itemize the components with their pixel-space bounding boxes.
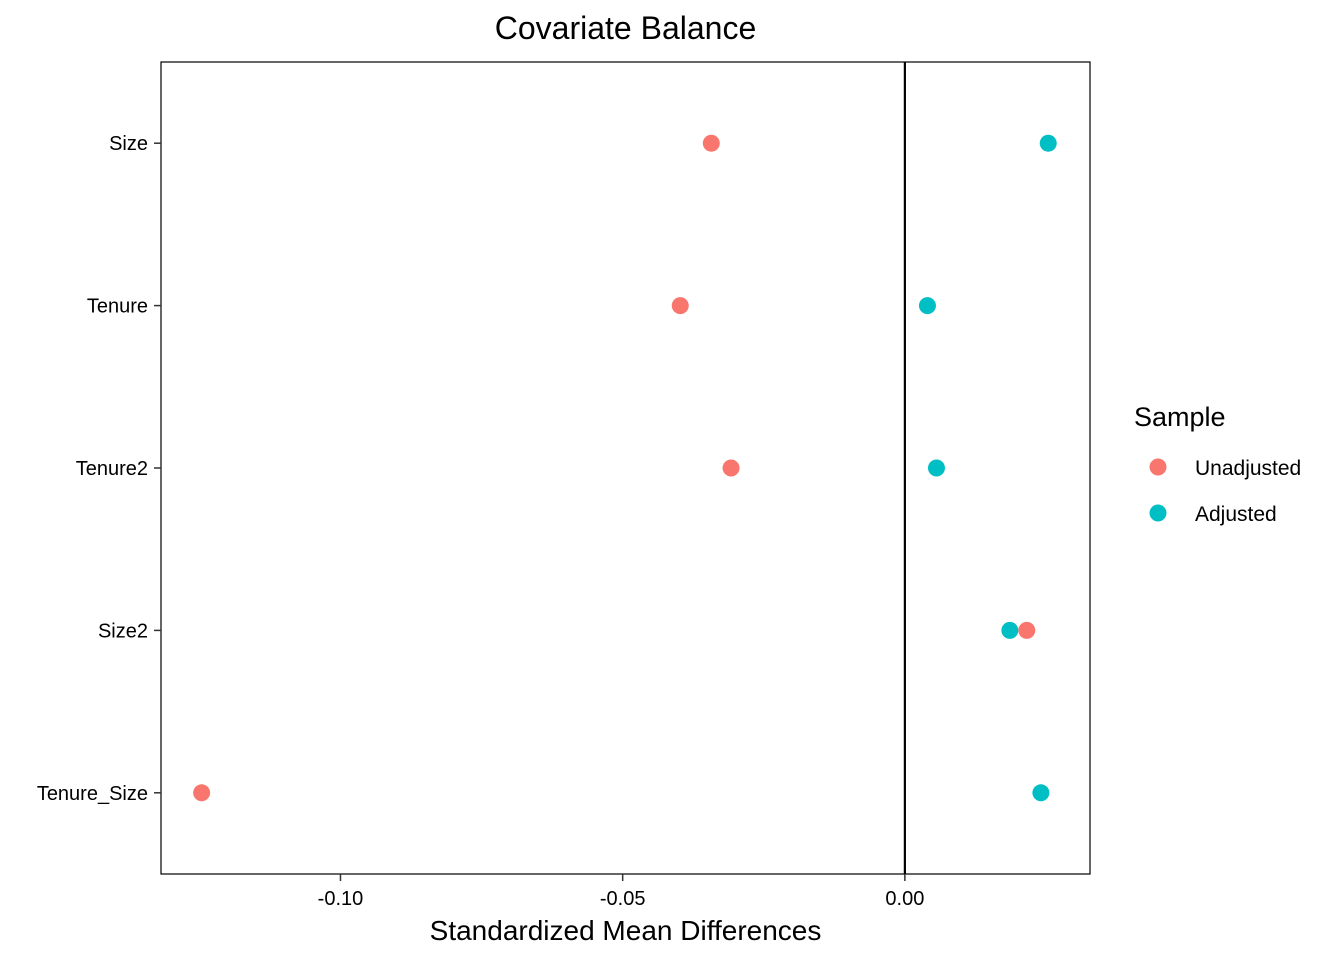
point-unadjusted-tenure_size <box>193 784 211 802</box>
x-axis: -0.10 -0.05 0.00 <box>318 874 924 910</box>
y-tick-label: Size2 <box>98 620 148 642</box>
x-tick-label: -0.10 <box>318 888 364 910</box>
y-tick-label: Tenure <box>87 296 148 318</box>
legend-key-adjusted <box>1149 504 1167 522</box>
point-unadjusted-tenure2 <box>722 459 740 477</box>
legend-key-unadjusted <box>1149 458 1167 476</box>
y-tick-label: Tenure2 <box>76 458 148 480</box>
chart-title: Covariate Balance <box>495 10 756 46</box>
data-points <box>193 134 1057 802</box>
point-adjusted-size <box>1039 134 1057 152</box>
x-tick-label: -0.05 <box>600 888 646 910</box>
x-tick-label: 0.00 <box>885 888 924 910</box>
point-adjusted-size2 <box>1001 621 1019 639</box>
point-adjusted-tenure_size <box>1032 784 1050 802</box>
y-axis: Size Tenure Tenure2 Size2 Tenure_Size <box>37 133 161 805</box>
point-adjusted-tenure <box>918 297 936 315</box>
legend: Sample Unadjusted Adjusted <box>1134 402 1301 526</box>
point-unadjusted-size2 <box>1018 621 1036 639</box>
y-tick-label: Size <box>109 133 148 155</box>
legend-label: Adjusted <box>1195 503 1277 526</box>
point-adjusted-tenure2 <box>927 459 945 477</box>
point-unadjusted-tenure <box>671 297 689 315</box>
legend-label: Unadjusted <box>1195 457 1301 480</box>
point-unadjusted-size <box>702 134 720 152</box>
plot-panel <box>160 61 1091 875</box>
legend-title: Sample <box>1134 402 1226 432</box>
x-axis-title: Standardized Mean Differences <box>430 915 822 946</box>
y-tick-label: Tenure_Size <box>37 783 148 805</box>
